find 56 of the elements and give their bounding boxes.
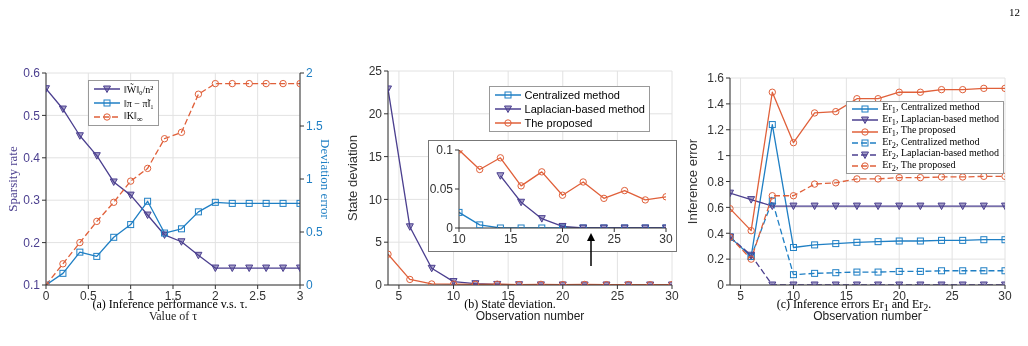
y-tick-label: 0.2 — [707, 252, 725, 267]
y-axis-title: Inference error — [684, 138, 700, 225]
y2-tick-label: 0 — [306, 278, 313, 293]
y2-axis-title: Deviation error — [318, 139, 334, 220]
y-tick-label: 1.4 — [707, 97, 725, 112]
y-tick-label: 0.5 — [23, 108, 41, 123]
x-tick-label: 30 — [659, 231, 673, 246]
y-tick-label: 0 — [717, 278, 725, 293]
y-axis-title: Sparsity rate — [4, 146, 20, 212]
y-tick-label: 0.6 — [707, 200, 725, 215]
x-tick-label: 2.5 — [249, 288, 267, 303]
y-axis-title: State deviation — [344, 134, 360, 222]
x-tick-label: 15 — [839, 288, 854, 303]
x-tick-label: 15 — [504, 231, 518, 246]
y-tick-label: 1.6 — [707, 71, 725, 86]
text: 12 — [1009, 6, 1020, 18]
y-tick-label: 15 — [368, 149, 383, 164]
y-tick-label: 0.6 — [23, 66, 41, 81]
x-tick-label: 30 — [998, 288, 1012, 303]
y-tick-label: 0 — [446, 221, 454, 236]
x-tick-label: 5 — [395, 288, 403, 303]
y-tick-label: 1 — [717, 148, 725, 163]
legend-label: ‖π − π̃‖₁ — [124, 96, 154, 110]
x-tick-label: 1 — [127, 288, 135, 303]
x-tick-label: 20 — [556, 288, 570, 303]
x-tick-label: 5 — [737, 288, 745, 303]
y2-tick-label: 1.5 — [306, 119, 324, 134]
x-tick-label: 2 — [211, 288, 219, 303]
y-tick-label: 0.05 — [429, 182, 454, 197]
y-tick-label: 0.4 — [23, 151, 41, 166]
y2-tick-label: 1 — [306, 172, 313, 187]
x-tick-label: 30 — [665, 288, 679, 303]
legend-label: ‖W̃‖₀/n² — [124, 82, 154, 96]
x-tick-label: 20 — [555, 231, 570, 246]
y-tick-label: 0 — [375, 278, 383, 293]
legend-label: The proposed — [524, 116, 593, 130]
y-tick-label: 1.2 — [707, 123, 725, 138]
legend-label: Centralized method — [524, 88, 620, 102]
legend-label: Laplacian-based method — [524, 102, 645, 116]
x-tick-label: 25 — [610, 288, 625, 303]
y-tick-label: 0.8 — [707, 174, 725, 189]
y-tick-label: 0.2 — [23, 235, 41, 250]
y-tick-label: 0.4 — [707, 226, 725, 241]
y-tick-label: 0.1 — [23, 278, 41, 293]
y-tick-label: 10 — [368, 192, 383, 207]
x-tick-label: 10 — [452, 231, 466, 246]
y-tick-label: 25 — [368, 64, 383, 79]
y-tick-label: 20 — [368, 107, 383, 122]
x-tick-label: 25 — [945, 288, 960, 303]
legend-label: ‖K‖$_{∞}$ — [124, 109, 143, 126]
y2-tick-label: 2 — [306, 66, 313, 81]
y-tick-label: 0.1 — [436, 143, 454, 158]
x-axis-title: Observation number — [475, 309, 585, 323]
x-tick-label: 25 — [607, 231, 622, 246]
y-tick-label: 0.3 — [23, 193, 41, 208]
x-tick-label: 3 — [296, 288, 304, 303]
